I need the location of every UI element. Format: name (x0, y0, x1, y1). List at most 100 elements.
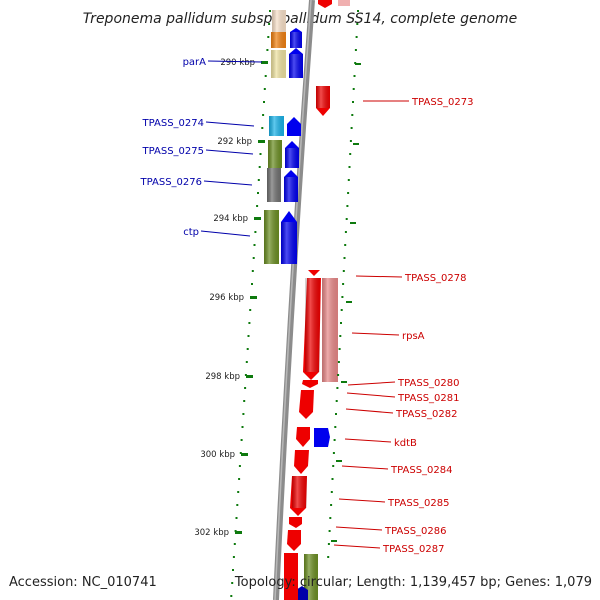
forward-gene-arrow (296, 586, 308, 600)
ruler: 290 kbp 292 kbp 294 kbp 296 kbp 298 kbp 300 k… (194, 58, 268, 538)
topology-text: Topology: circular; Length: 1,139,457 bp… (234, 575, 592, 590)
track-dot (251, 283, 253, 285)
reverse-gene-arrow (318, 0, 332, 8)
track-dash (355, 63, 361, 65)
reverse-gene-arrow (299, 390, 314, 419)
track-dot (248, 322, 251, 324)
ruler-label: 302 kbp (194, 528, 229, 538)
track-dot (337, 361, 340, 363)
track-dot (244, 387, 247, 389)
reverse-strand-genes (284, 0, 332, 600)
track-dot (349, 140, 352, 142)
forward-gene-shading (281, 32, 303, 264)
right-leader-line (333, 544, 381, 549)
right-gene-label: TPASS_0278 (404, 273, 466, 284)
right-gene-label: TPASS_0281 (397, 393, 459, 404)
ruler-tick (241, 453, 248, 456)
track-dot (242, 413, 245, 415)
track-dot (238, 478, 241, 480)
reverse-gene-arrow (302, 380, 318, 388)
cog-shading (264, 10, 338, 600)
reverse-gene-arrow (294, 450, 309, 474)
track-dot (244, 374, 247, 376)
right-gene-label: TPASS_0285 (387, 498, 449, 509)
track-dot (343, 257, 346, 259)
right-gene-labels: TPASS_0273 TPASS_0278 rpsA TPASS_0280 TPASS_… (333, 97, 473, 555)
ruler-label: 290 kbp (220, 58, 255, 68)
track-dot (243, 400, 246, 402)
track-dot (342, 270, 345, 272)
track-dot (345, 218, 348, 220)
dotted-tracks (230, 10, 361, 597)
track-dot (263, 101, 265, 103)
ruler-tick (261, 61, 268, 64)
track-dot (339, 335, 342, 337)
right-gene-label: TPASS_0287 (382, 544, 444, 555)
track-dot (233, 543, 236, 545)
reverse-gene-arrow (289, 517, 302, 528)
right-leader-line (345, 408, 394, 414)
right-gene-label: TPASS_0280 (397, 378, 459, 389)
track-dot (337, 374, 340, 376)
track-dot (332, 465, 335, 467)
track-dot (355, 36, 358, 38)
left-leader-line (203, 180, 253, 186)
track-dot (263, 88, 266, 90)
track-dot (264, 75, 267, 77)
right-gene-label: kdtB (394, 438, 417, 449)
track-dot (327, 556, 330, 558)
reverse-gene-arrow (296, 427, 310, 447)
track-dot (340, 309, 343, 311)
track-dot (330, 491, 333, 493)
track-dot (344, 231, 347, 233)
track-dot (329, 517, 332, 519)
track-dot (351, 114, 354, 116)
track-dot (333, 439, 336, 441)
track-dot (241, 426, 244, 428)
track-dot (235, 517, 238, 519)
track-dot (340, 322, 342, 324)
reverse-gene-arrow (287, 530, 301, 551)
map-title: Treponema pallidum subsp. pallidum SS14,… (83, 11, 518, 27)
track-dot (252, 257, 255, 259)
track-dot (334, 426, 337, 428)
track-dot (332, 452, 335, 454)
track-dot (231, 582, 234, 584)
track-dot (335, 413, 337, 415)
track-dot (261, 127, 264, 129)
left-gene-label: TPASS_0276 (140, 177, 202, 188)
right-leader-line (355, 275, 403, 278)
track-dot (258, 166, 261, 168)
track-dash (336, 460, 342, 462)
left-leader-line (200, 230, 251, 237)
track-dot (327, 543, 330, 545)
ruler-label: 300 kbp (200, 450, 235, 460)
reverse-gene-arrow (284, 553, 298, 600)
left-gene-label: parA (183, 57, 207, 68)
track-dot (342, 283, 345, 285)
track-dot (349, 153, 352, 155)
track-dot (247, 335, 250, 337)
ruler-tick (235, 531, 242, 534)
forward-strand-genes (281, 28, 330, 600)
track-dot (344, 244, 347, 246)
genome-backbone-highlight (274, 0, 312, 600)
track-dot (267, 36, 270, 38)
right-gene-label: TPASS_0284 (390, 465, 452, 476)
track-dot (353, 75, 356, 77)
track-dot (232, 556, 235, 558)
track-dot (352, 88, 355, 90)
right-leader-line (346, 392, 396, 398)
track-dot (347, 192, 350, 194)
track-dot (330, 504, 333, 506)
track-dot (346, 205, 349, 207)
right-leader-line (341, 465, 389, 470)
left-leader-line (205, 121, 255, 127)
right-leader-line (335, 526, 383, 531)
track-dot (266, 49, 269, 51)
accession-text: Accession: NC_010741 (9, 575, 157, 590)
right-gene-label: rpsA (402, 331, 425, 342)
